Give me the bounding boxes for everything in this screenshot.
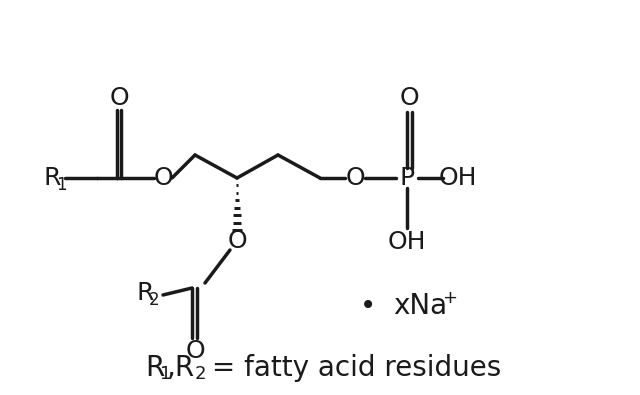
Text: O: O xyxy=(153,166,173,190)
Text: 2: 2 xyxy=(195,365,207,383)
Text: = fatty acid residues: = fatty acid residues xyxy=(203,354,501,382)
Text: ,R: ,R xyxy=(167,354,195,382)
Text: +: + xyxy=(442,289,458,307)
Text: OH: OH xyxy=(388,230,426,254)
Text: xNa: xNa xyxy=(393,292,447,320)
Text: OH: OH xyxy=(439,166,477,190)
Text: R: R xyxy=(145,354,164,382)
Text: O: O xyxy=(345,166,365,190)
Text: 2: 2 xyxy=(148,291,159,309)
Text: 1: 1 xyxy=(160,365,172,383)
Text: 1: 1 xyxy=(56,176,67,194)
Text: O: O xyxy=(185,339,205,363)
Text: R: R xyxy=(44,166,61,190)
Text: R: R xyxy=(136,281,154,305)
Text: O: O xyxy=(227,229,247,253)
Text: O: O xyxy=(399,86,419,110)
Text: P: P xyxy=(399,166,415,190)
Text: O: O xyxy=(109,86,129,110)
Text: •: • xyxy=(360,292,376,320)
